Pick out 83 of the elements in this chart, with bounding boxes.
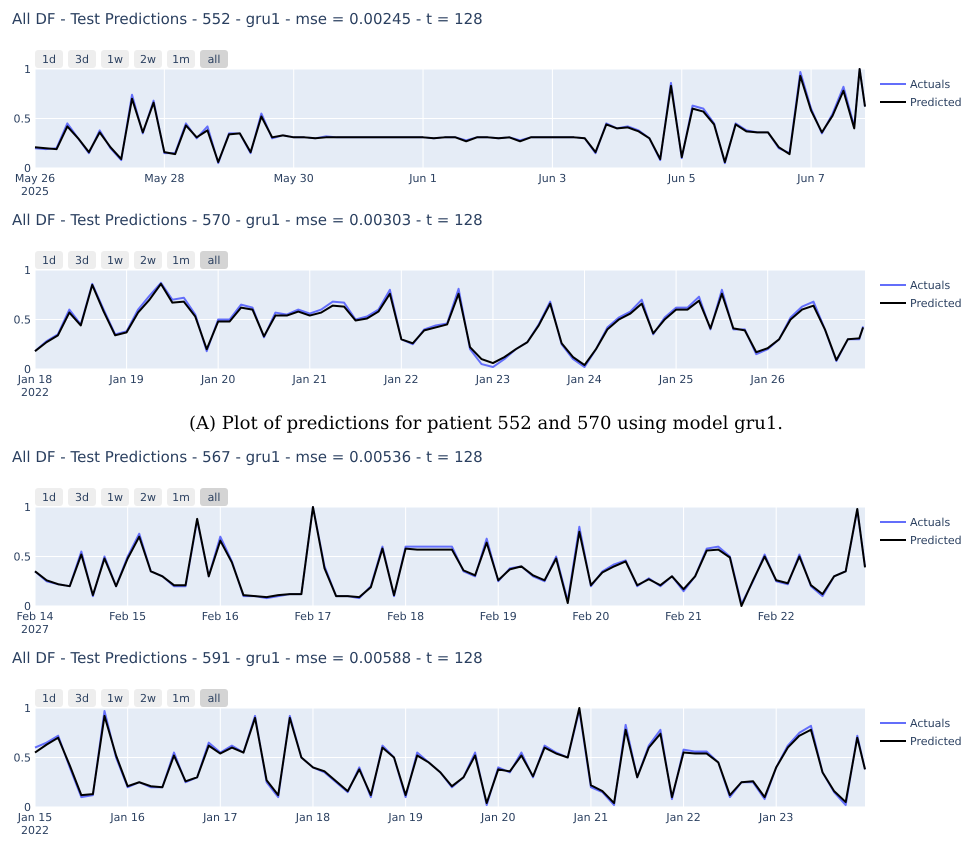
x-tick-label: Jan 21 xyxy=(292,373,327,386)
x-tick-label: Jan 19 xyxy=(387,811,423,824)
x-tick-label: Jan 26 xyxy=(749,373,785,386)
y-tick-label: 0.5 xyxy=(14,112,31,126)
x-tick-label: Feb 15 xyxy=(109,610,146,623)
x-tick-label: Jan 25 xyxy=(658,373,694,386)
legend-label: Actuals xyxy=(910,279,950,292)
range-button: 1m xyxy=(167,488,195,506)
y-tick-label: 0 xyxy=(24,801,31,814)
x-tick-label: Jun 3 xyxy=(538,172,566,185)
y-tick-label: 0.5 xyxy=(14,752,31,764)
x-tick-label: Jan 22 xyxy=(383,373,419,386)
x-tick-label: Jan 23 xyxy=(758,811,794,824)
chart-title: All DF - Test Predictions - 552 - gru1 - mse = 0.00245 - t = 128 xyxy=(12,10,483,28)
range-button: 1d xyxy=(35,251,63,269)
legend-label: Predicted xyxy=(910,297,962,310)
x-tick-label: Feb 18 xyxy=(387,610,424,623)
range-button: all xyxy=(200,50,228,68)
x-tick-label: Jan 15 2022 xyxy=(16,811,52,837)
y-tick-label: 0.5 xyxy=(14,314,31,326)
y-tick-label: 1 xyxy=(24,63,31,76)
range-button: 1w xyxy=(101,251,129,269)
range-button: 3d xyxy=(68,251,96,269)
x-tick-label: Jun 7 xyxy=(796,172,825,185)
chart-title: All DF - Test Predictions - 567 - gru1 - mse = 0.00536 - t = 128 xyxy=(12,448,483,466)
x-tick-label: Feb 19 xyxy=(480,610,517,623)
range-button: all xyxy=(200,689,228,707)
x-tick-label: Feb 14 2027 xyxy=(16,610,54,636)
x-tick-label: Jan 18 xyxy=(294,811,330,824)
range-button: 3d xyxy=(68,50,96,68)
x-tick-label: May 30 xyxy=(274,172,314,185)
range-button: 1m xyxy=(167,689,195,707)
x-tick-label: Jan 17 xyxy=(202,811,238,824)
x-tick-label: Feb 22 xyxy=(758,610,795,623)
x-tick-label: Jan 21 xyxy=(572,811,608,824)
legend-label: Actuals xyxy=(910,78,950,91)
range-button: 1m xyxy=(167,50,195,68)
range-button: 1d xyxy=(35,50,63,68)
range-button: 2w xyxy=(134,50,162,68)
x-tick-label: Jan 22 xyxy=(665,811,701,824)
range-button: 2w xyxy=(134,689,162,707)
range-button: 3d xyxy=(68,488,96,506)
range-button: 1m xyxy=(167,251,195,269)
range-button: all xyxy=(200,251,228,269)
x-tick-label: May 28 xyxy=(144,172,184,185)
range-button: 1w xyxy=(101,689,129,707)
x-tick-label: Jan 16 xyxy=(109,811,145,824)
range-button: 1d xyxy=(35,488,63,506)
y-tick-label: 1 xyxy=(24,501,31,514)
range-button: 2w xyxy=(134,251,162,269)
y-tick-label: 0 xyxy=(24,600,31,613)
range-button: 1w xyxy=(101,50,129,68)
range-button: 3d xyxy=(68,689,96,707)
legend-label: Actuals xyxy=(910,516,950,529)
x-tick-label: Feb 21 xyxy=(665,610,702,623)
range-button: 1w xyxy=(101,488,129,506)
y-tick-label: 1 xyxy=(24,702,31,715)
x-tick-label: Jan 24 xyxy=(566,373,602,386)
x-tick-label: Jan 18 2022 xyxy=(16,373,52,399)
x-tick-label: Feb 20 xyxy=(572,610,610,623)
chart-title: All DF - Test Predictions - 591 - gru1 - mse = 0.00588 - t = 128 xyxy=(12,649,483,667)
y-tick-label: 0 xyxy=(24,363,31,376)
x-tick-label: Jan 19 xyxy=(108,373,144,386)
x-tick-label: Feb 17 xyxy=(294,610,332,623)
range-button: all xyxy=(200,488,228,506)
x-tick-label: Feb 16 xyxy=(202,610,239,623)
y-tick-label: 1 xyxy=(24,264,31,277)
y-tick-label: 0.5 xyxy=(14,550,31,564)
x-tick-label: Jun 5 xyxy=(666,172,696,185)
x-tick-label: Jan 20 xyxy=(200,373,236,386)
legend-label: Predicted xyxy=(910,735,962,748)
range-button: 1d xyxy=(35,689,63,707)
x-tick-label: Jun 1 xyxy=(408,172,437,185)
legend-label: Predicted xyxy=(910,534,962,547)
legend-label: Predicted xyxy=(910,96,962,109)
x-tick-label: May 26 2025 xyxy=(14,172,56,198)
x-tick-label: Jan 20 xyxy=(480,811,516,824)
text: (A) Plot of predictions for patient 552 and 570 using model gru1. xyxy=(188,413,784,434)
chart-title: All DF - Test Predictions - 570 - gru1 - mse = 0.00303 - t = 128 xyxy=(12,211,483,229)
x-tick-label: Jan 23 xyxy=(474,373,510,386)
legend-label: Actuals xyxy=(910,717,950,730)
range-button: 2w xyxy=(134,488,162,506)
y-tick-label: 0 xyxy=(24,162,31,175)
